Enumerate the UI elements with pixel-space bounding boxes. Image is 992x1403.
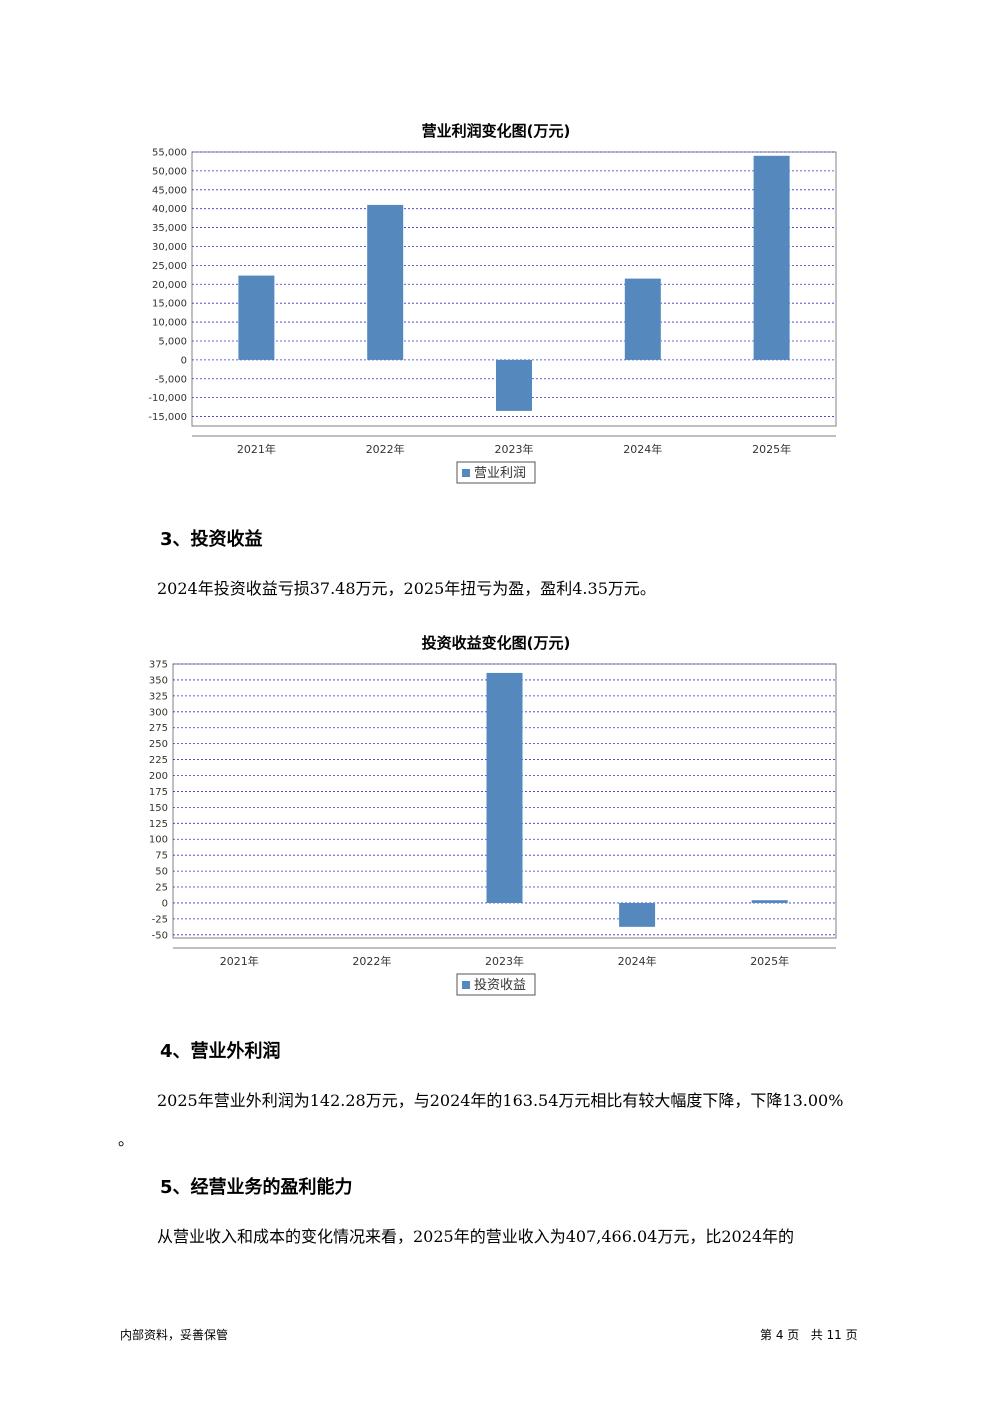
chart2-legend — [456, 973, 536, 996]
chart1-bar — [753, 155, 790, 360]
chart2-xtick-label: 2021年 — [220, 954, 259, 968]
chart2-title: 投资收益变化图(万元) — [421, 634, 571, 652]
chart1-ytick-label: -5,000 — [155, 374, 187, 385]
chart1-ytick-label: 5,000 — [158, 336, 187, 347]
chart2-ytick-label: 300 — [149, 707, 168, 718]
chart1-ytick-label: 20,000 — [152, 280, 187, 291]
chart1-legend-swatch — [462, 469, 470, 477]
chart2-ytick-label: 350 — [149, 675, 168, 686]
section-4-text-cont: 。 — [118, 1130, 135, 1149]
section-5-text: 从营业收入和成本的变化情况来看，2025年的营业收入为407,466.04万元，… — [157, 1227, 795, 1246]
chart1-xtick-label: 2022年 — [366, 442, 405, 456]
section-3-heading: 3、投资收益 — [160, 529, 263, 550]
chart2-ytick-label: 0 — [162, 898, 168, 909]
chart2-ytick-label: -25 — [152, 914, 168, 925]
chart1-title: 营业利润变化图(万元) — [421, 122, 571, 140]
chart1-ytick-label: 10,000 — [152, 318, 187, 329]
chart2-legend-swatch — [462, 981, 470, 989]
chart1-ytick-label: 25,000 — [152, 261, 187, 272]
chart1-ytick-label: 35,000 — [152, 223, 187, 234]
chart1-ytick-label: -10,000 — [148, 393, 187, 404]
chart1-bar — [367, 204, 404, 360]
chart2-bar — [751, 900, 788, 903]
chart1-ytick-label: 40,000 — [152, 204, 187, 215]
chart1-ytick-label: 55,000 — [152, 148, 187, 159]
section-3-text: 2024年投资收益亏损37.48万元，2025年扭亏为盈，盈利4.35万元。 — [157, 579, 656, 598]
chart2-ytick-label: -50 — [152, 930, 168, 941]
footer-right: 第 4 页 共 11 页 — [760, 1328, 858, 1342]
operating-profit-chart: 55,000 50,000 45,000 40,000 35,000 30,000 25,0… — [148, 148, 837, 484]
section-5-heading: 5、经营业务的盈利能力 — [160, 1177, 353, 1198]
chart1-ytick-label: 0 — [181, 355, 187, 366]
chart2-ytick-label: 175 — [149, 787, 168, 798]
footer-left: 内部资料，妥善保管 — [120, 1328, 229, 1342]
chart2-ytick-label: 50 — [155, 867, 168, 878]
section-4-text: 2025年营业外利润为142.28万元，与2024年的163.54万元相比有较大… — [157, 1091, 844, 1110]
chart2-bar — [486, 672, 523, 903]
chart1-ytick-label: 50,000 — [152, 166, 187, 177]
chart2-xtick-label: 2024年 — [618, 954, 657, 968]
chart2-ytick-label: 250 — [149, 739, 168, 750]
chart1-ytick-label: 15,000 — [152, 299, 187, 310]
section-4-heading: 4、营业外利润 — [160, 1041, 281, 1062]
chart2-ytick-label: 75 — [155, 851, 168, 862]
chart2-legend-label: 投资收益 — [474, 977, 526, 993]
chart2-xtick-label: 2025年 — [750, 954, 789, 968]
chart2-ytick-label: 125 — [149, 819, 168, 830]
chart2-ytick-label: 25 — [155, 883, 168, 894]
chart2-ytick-label: 375 — [149, 660, 168, 671]
chart2-ytick-label: 275 — [149, 723, 168, 734]
chart1-xtick-label: 2024年 — [623, 442, 662, 456]
investment-income-chart: 3753503253002752502252001751501251007550… — [149, 660, 837, 996]
chart1-bar — [238, 275, 275, 360]
chart2-ytick-label: 325 — [149, 691, 168, 702]
chart1-xtick-label: 2021年 — [237, 442, 276, 456]
chart1-legend — [456, 461, 536, 484]
chart1-xtick-label: 2023年 — [495, 442, 534, 456]
chart1-legend-label: 营业利润 — [474, 466, 526, 481]
chart2-ytick-label: 100 — [149, 835, 168, 846]
chart2-bar — [619, 902, 656, 927]
chart1-bar — [624, 278, 661, 360]
chart2-xtick-label: 2022年 — [352, 954, 391, 968]
chart2-ytick-label: 200 — [149, 771, 168, 782]
chart1-bar — [496, 359, 532, 411]
chart1-ytick-label: 30,000 — [152, 242, 187, 253]
chart1-ytick-label: -15,000 — [148, 412, 187, 423]
chart2-ytick-label: 225 — [149, 755, 168, 766]
chart1-ytick-label: 45,000 — [152, 185, 187, 196]
chart2-xtick-label: 2023年 — [485, 954, 524, 968]
chart1-xtick-label: 2025年 — [752, 442, 791, 456]
chart2-ytick-label: 150 — [149, 803, 168, 814]
